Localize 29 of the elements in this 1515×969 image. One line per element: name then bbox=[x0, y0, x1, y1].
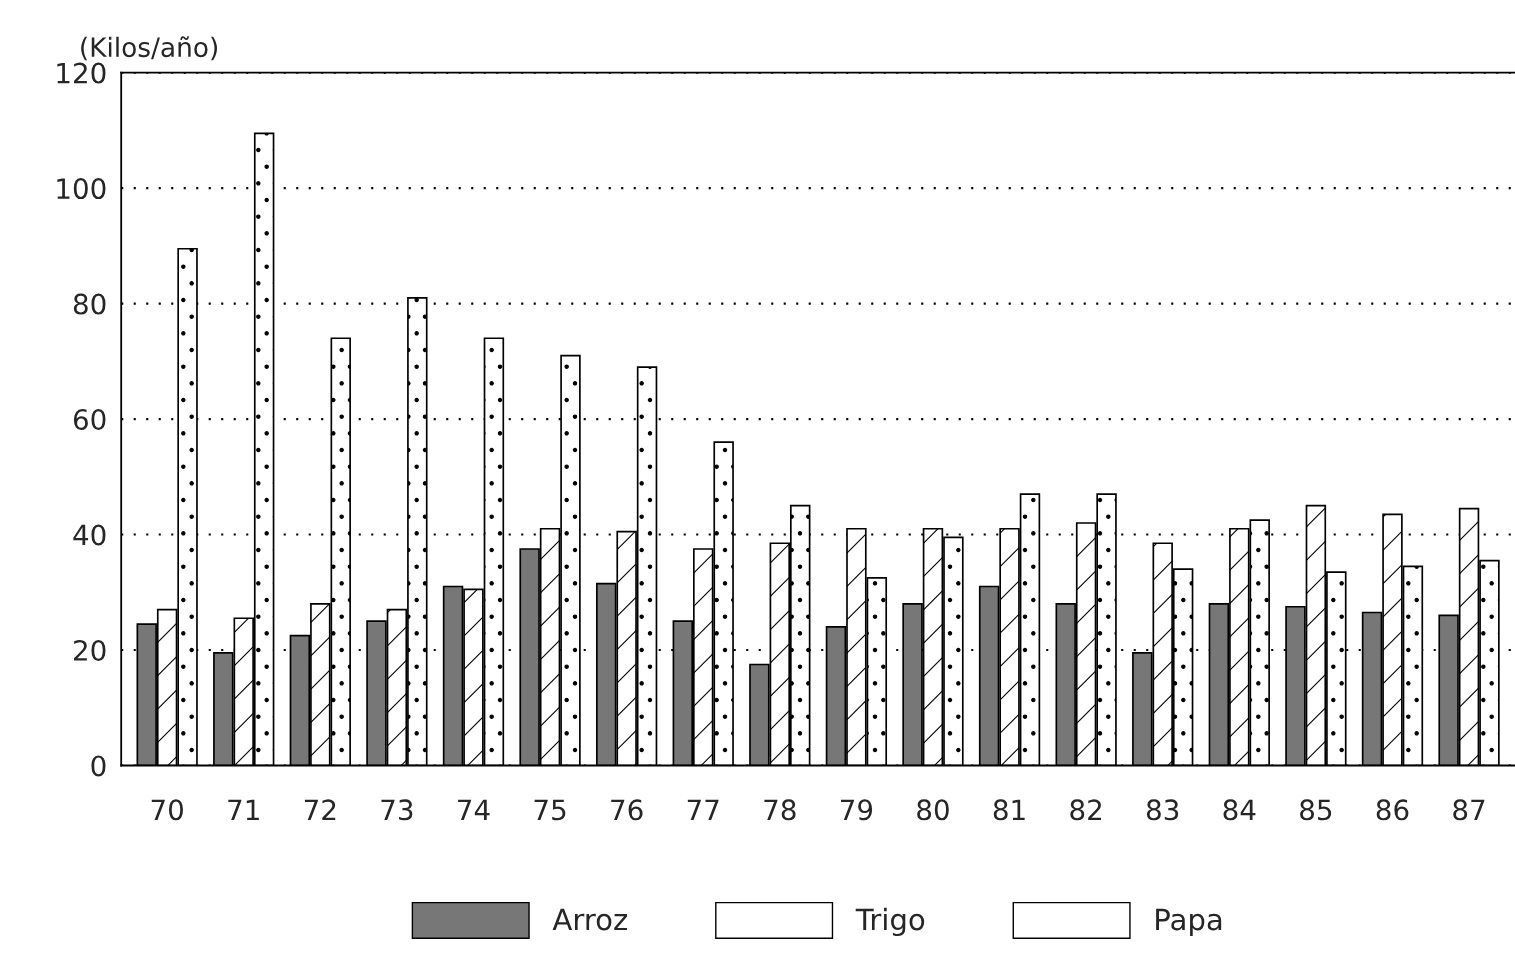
x-tick-label: 86 bbox=[1376, 799, 1409, 821]
x-tick-label: 83 bbox=[1146, 799, 1179, 821]
x-tick-label: 84 bbox=[1223, 799, 1256, 821]
x-tick-label: 71 bbox=[228, 799, 259, 820]
legend-label: Papa bbox=[1156, 908, 1222, 937]
legend-label: Arroz bbox=[552, 908, 628, 931]
y-tick-label: 20 bbox=[74, 639, 106, 661]
x-tick-label: 81 bbox=[993, 799, 1025, 821]
x-tick-label: 80 bbox=[917, 799, 949, 821]
x-tick-label: 74 bbox=[458, 799, 490, 820]
x-tick-label: 78 bbox=[764, 799, 796, 821]
x-tick-label: 79 bbox=[841, 799, 873, 821]
x-tick-label: 85 bbox=[1300, 799, 1332, 821]
x-tick-label: 72 bbox=[304, 799, 336, 820]
y-tick-label: 60 bbox=[73, 409, 106, 431]
x-tick-label: 70 bbox=[151, 799, 183, 821]
x-tick-label: 82 bbox=[1070, 799, 1102, 821]
legend-label: Trigo bbox=[855, 907, 925, 937]
y-tick-label: 120 bbox=[57, 62, 106, 84]
x-tick-label: 77 bbox=[687, 799, 719, 820]
y-tick-label: 80 bbox=[73, 293, 106, 315]
x-tick-label: 87 bbox=[1453, 799, 1485, 821]
x-tick-label: 73 bbox=[381, 799, 413, 821]
y-axis-title: (Kilos/año) bbox=[81, 36, 217, 61]
x-tick-label: 75 bbox=[534, 799, 566, 821]
y-tick-label: 40 bbox=[73, 524, 106, 546]
x-tick-label: 76 bbox=[611, 799, 643, 821]
y-tick-label: 100 bbox=[57, 178, 106, 200]
y-tick-label: 0 bbox=[91, 755, 106, 777]
